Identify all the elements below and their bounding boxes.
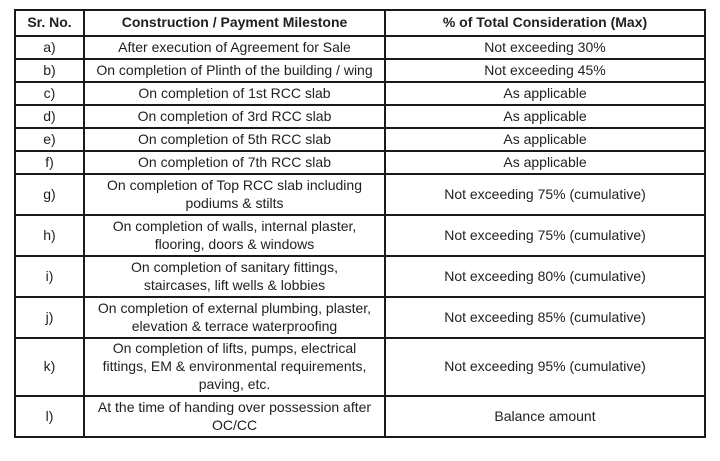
sr-no-cell: k) <box>14 337 85 397</box>
consideration-cell: Not exceeding 75% (cumulative) <box>384 173 706 216</box>
sr-no-cell: j) <box>14 296 85 339</box>
milestone-cell: On completion of 3rd RCC slab <box>83 104 386 129</box>
sr-no-cell: e) <box>14 127 85 152</box>
milestone-cell: On completion of 1st RCC slab <box>83 81 386 106</box>
milestone-cell: On completion of external plumbing, plas… <box>83 296 386 339</box>
consideration-cell: As applicable <box>384 104 706 129</box>
sr-no-cell: h) <box>14 214 85 257</box>
milestone-cell: After execution of Agreement for Sale <box>83 35 386 60</box>
table-row: k) On completion of lifts, pumps, electri… <box>14 337 706 397</box>
consideration-cell: Not exceeding 30% <box>384 35 706 60</box>
payment-schedule-table-body: a) After execution of Agreement for Sale N… <box>14 35 706 438</box>
table-row: h) On completion of walls, internal plast… <box>14 214 706 257</box>
column-header-consideration: % of Total Consideration (Max) <box>384 9 706 37</box>
milestone-cell: On completion of lifts, pumps, electrica… <box>83 337 386 397</box>
milestone-cell: On completion of Top RCC slab including … <box>83 173 386 216</box>
consideration-cell: Not exceeding 75% (cumulative) <box>384 214 706 257</box>
table-row: l) At the time of handing over possession… <box>14 395 706 438</box>
sr-no-cell: l) <box>14 395 85 438</box>
milestone-cell: On completion of 7th RCC slab <box>83 150 386 175</box>
table-row: a) After execution of Agreement for Sale N… <box>14 35 706 60</box>
table-row: d) On completion of 3rd RCC slab As applic… <box>14 104 706 129</box>
table-row: g) On completion of Top RCC slab includin… <box>14 173 706 216</box>
table-row: j) On completion of external plumbing, pl… <box>14 296 706 339</box>
table-row: f) On completion of 7th RCC slab As applic… <box>14 150 706 175</box>
sr-no-cell: c) <box>14 81 85 106</box>
table-row: b) On completion of Plinth of the buildin… <box>14 58 706 83</box>
milestone-cell: On completion of sanitary fittings, stai… <box>83 255 386 298</box>
payment-schedule-table: Sr. No. Construction / Payment Milestone… <box>14 9 706 438</box>
column-header-milestone: Construction / Payment Milestone <box>83 9 386 37</box>
sr-no-cell: g) <box>14 173 85 216</box>
milestone-cell: On completion of Plinth of the building … <box>83 58 386 83</box>
milestone-cell: At the time of handing over possession a… <box>83 395 386 438</box>
consideration-cell: As applicable <box>384 81 706 106</box>
consideration-cell: Not exceeding 85% (cumulative) <box>384 296 706 339</box>
sr-no-cell: i) <box>14 255 85 298</box>
table-header-row: Sr. No. Construction / Payment Milestone… <box>14 9 706 37</box>
sr-no-cell: f) <box>14 150 85 175</box>
table-row: c) On completion of 1st RCC slab As applic… <box>14 81 706 106</box>
consideration-cell: As applicable <box>384 127 706 152</box>
sr-no-cell: a) <box>14 35 85 60</box>
sr-no-cell: b) <box>14 58 85 83</box>
payment-schedule-table-container: Sr. No. Construction / Payment Milestone… <box>14 9 706 438</box>
consideration-cell: Not exceeding 80% (cumulative) <box>384 255 706 298</box>
sr-no-cell: d) <box>14 104 85 129</box>
consideration-cell: Not exceeding 95% (cumulative) <box>384 337 706 397</box>
consideration-cell: Balance amount <box>384 395 706 438</box>
milestone-cell: On completion of 5th RCC slab <box>83 127 386 152</box>
consideration-cell: As applicable <box>384 150 706 175</box>
consideration-cell: Not exceeding 45% <box>384 58 706 83</box>
table-row: e) On completion of 5th RCC slab As applic… <box>14 127 706 152</box>
milestone-cell: On completion of walls, internal plaster… <box>83 214 386 257</box>
column-header-sr-no: Sr. No. <box>14 9 85 37</box>
table-row: i) On completion of sanitary fittings, st… <box>14 255 706 298</box>
